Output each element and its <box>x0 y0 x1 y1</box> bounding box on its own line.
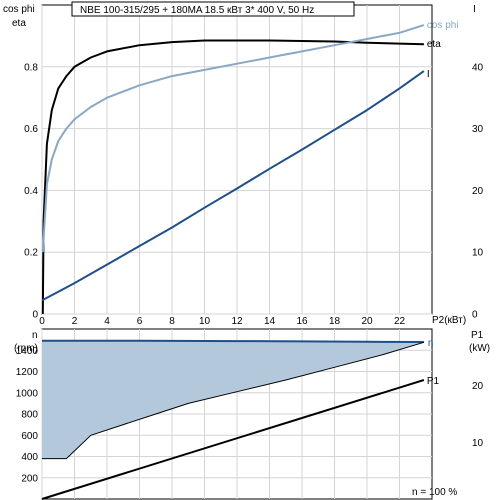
x-tick-label: 10 <box>199 316 211 327</box>
bottom-y-left-tick-label: 400 <box>21 452 38 463</box>
left-axis-label-eta: eta <box>12 18 26 29</box>
right-axis-label-current: I <box>473 4 476 15</box>
footer-note: n = 100 % <box>412 487 457 498</box>
n-range-area <box>42 340 424 459</box>
bottom-series: n P1 <box>41 338 440 500</box>
bottom-right-axis-label-p1: P1 <box>471 330 484 341</box>
y-left-tick-label: 0 <box>32 310 38 321</box>
y-right-tick-label: 40 <box>472 62 484 73</box>
series-label-P1: P1 <box>427 376 440 387</box>
x-tick-label: 14 <box>264 316 276 327</box>
x-axis-label: P2(кВт) <box>432 315 466 326</box>
y-right-tick-label: 20 <box>472 186 484 197</box>
bottom-y-left-tick-label: 800 <box>21 410 38 421</box>
y-left-tick-label: 0.8 <box>24 62 38 73</box>
series-label-cos-phi: cos phi <box>427 20 459 31</box>
y-left-tick-label: 0.2 <box>24 248 38 259</box>
y-left-tick-label: 0.6 <box>24 124 38 135</box>
series-label-I: I <box>427 69 430 80</box>
y-left-tick-label: 0.4 <box>24 186 38 197</box>
x-tick-label: 8 <box>169 316 175 327</box>
title-box <box>71 1 355 17</box>
bottom-y-left-tick-label: 1200 <box>16 367 39 378</box>
series-label-eta: eta <box>427 39 441 50</box>
x-tick-label: 0 <box>39 316 45 327</box>
left-axis-label-cosphi: cos phi <box>3 4 35 15</box>
y-right-tick-label: 0 <box>472 310 478 321</box>
x-tick-label: 16 <box>296 316 308 327</box>
series-line-I <box>41 70 425 302</box>
bottom-left-axis-label-rpm: (rpm) <box>14 343 38 354</box>
x-tick-label: 12 <box>231 316 243 327</box>
bottom-y-left-tick-label: 1400 <box>16 346 39 357</box>
top-grid <box>41 5 432 315</box>
bottom-y-left-tick-label: 600 <box>21 431 38 442</box>
x-tick-label: 4 <box>104 316 110 327</box>
series-line-cos-phi <box>41 24 425 253</box>
bottom-area <box>42 340 424 459</box>
bottom-right-axis-label-kw: (kW) <box>469 343 490 354</box>
y-right-tick-label: 30 <box>472 124 484 135</box>
bottom-y-right-tick-label: 20 <box>472 381 484 392</box>
x-tick-label: 18 <box>329 316 341 327</box>
series-line-eta <box>41 39 424 315</box>
series-line-P1 <box>41 379 425 500</box>
x-tick-label: 22 <box>394 316 406 327</box>
series-line-n <box>42 339 424 343</box>
chart-title: NBE 100-315/295 + 180MA 18.5 кВт 3* 400 … <box>80 5 314 16</box>
bottom-left-axis-label-n: n <box>32 330 38 341</box>
series-line-n-lower-bound <box>42 341 425 460</box>
x-tick-label: 2 <box>72 316 78 327</box>
series-label-n: n <box>428 338 434 349</box>
tick-labels: 0 2 4 6 8 10 12 14 16 18 20 22 0 0.2 0.4 0.6 0.8 0 10 20 30 4… <box>16 62 484 484</box>
bottom-y-left-tick-label: 200 <box>21 473 38 484</box>
bottom-y-right-tick-label: 10 <box>472 438 484 449</box>
bottom-y-left-tick-label: 1000 <box>16 388 39 399</box>
x-tick-label: 6 <box>137 316 143 327</box>
top-series: eta cos phi I <box>41 20 459 315</box>
x-tick-label: 20 <box>361 316 373 327</box>
y-right-tick-label: 10 <box>472 248 484 259</box>
